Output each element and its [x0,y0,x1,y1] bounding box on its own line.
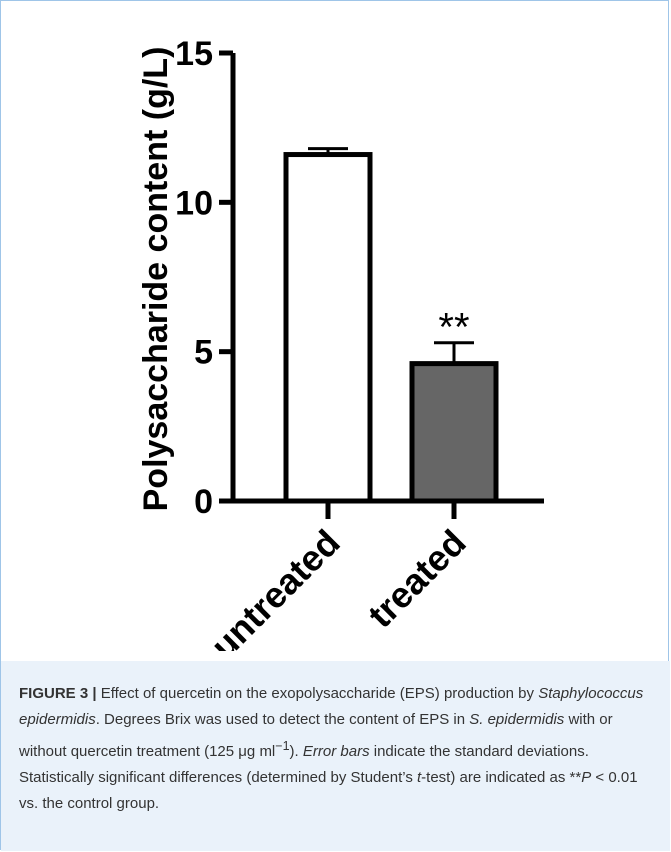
significance-annotation: ** [438,306,469,350]
caption-species-short: S. epidermidis [469,711,565,728]
caption-text: -test) are indicated as ** [421,769,582,786]
figure-caption: FIGURE 3 | Effect of quercetin on the ex… [1,661,670,851]
caption-text: Effect of quercetin on the exopolysaccha… [96,685,539,702]
caption-superscript: −1 [275,739,290,753]
y-tick-label: 10 [175,184,213,222]
y-tick-label: 5 [194,334,213,372]
y-axis-label: Polysaccharide content (g/L) [137,47,175,512]
caption-error-bars: Error bars [302,743,370,760]
caption-p: P [581,769,592,786]
caption-text: with or without quercetin treatment (125… [19,711,613,760]
x-tick-label-treated: treated [360,522,474,636]
y-tick-label: 0 [194,483,213,521]
caption-t: t [416,769,422,786]
caption-label: FIGURE 3 | [19,685,97,702]
caption-text: . Degrees Brix was used to detect the co… [95,711,470,728]
caption-text: < 0.01 vs. the control group. [19,769,638,812]
bar-treated [409,361,499,504]
y-tick-label: 15 [175,35,213,73]
caption-text: indicate the standard deviations. Statis… [19,743,589,786]
x-tick-label-untreated: untreated [203,522,348,651]
caption-species: Staphylococcus epidermidis [19,685,644,728]
caption-text: ). [289,743,303,760]
bar-untreated [283,152,373,504]
